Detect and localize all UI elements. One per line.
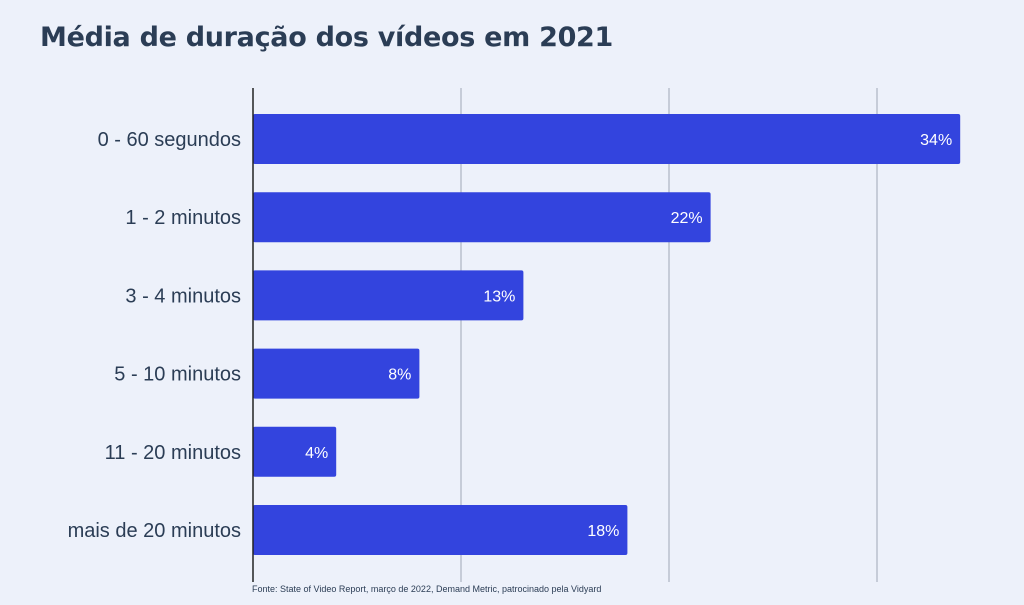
- bars: [253, 114, 961, 555]
- value-label: 8%: [388, 367, 411, 384]
- value-label: 18%: [587, 523, 619, 540]
- value-labels: 34% 22% 13% 8% 4% 18%: [305, 132, 952, 540]
- category-label: mais de 20 minutos: [68, 520, 241, 542]
- bar: [253, 270, 524, 321]
- bar: [253, 114, 961, 164]
- bar: [253, 426, 337, 477]
- category-labels: 0 - 60 segundos 1 - 2 minutos 3 - 4 minuto…: [68, 129, 241, 542]
- bar: [253, 192, 711, 243]
- value-label: 13%: [483, 288, 515, 305]
- source-note: Fonte: State of Video Report, março de 2…: [252, 584, 602, 594]
- bar: [253, 505, 628, 555]
- category-label: 5 - 10 minutos: [114, 364, 241, 386]
- category-label: 1 - 2 minutos: [125, 207, 241, 229]
- value-label: 4%: [305, 445, 328, 462]
- value-label: 22%: [671, 210, 703, 227]
- value-label: 34%: [920, 132, 952, 149]
- category-label: 11 - 20 minutos: [105, 442, 241, 464]
- bar: [253, 348, 420, 399]
- category-label: 0 - 60 segundos: [98, 129, 241, 151]
- category-label: 3 - 4 minutos: [125, 285, 241, 307]
- gridlines: [460, 88, 878, 582]
- chart-title: Média de duração dos vídeos em 2021: [40, 22, 614, 53]
